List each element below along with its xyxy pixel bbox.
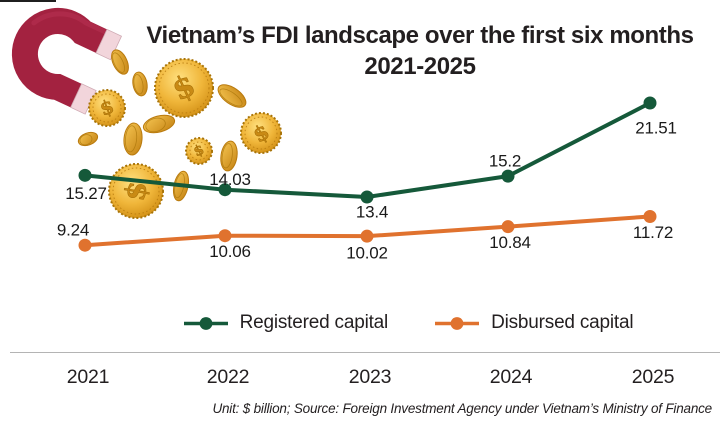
gold-coin-edge-icon: [77, 131, 99, 147]
chart-legend: Registered capital Disbursed capital: [92, 309, 724, 337]
series-registered-capital-value-label-2022: 14.03: [209, 170, 251, 189]
source-note: Unit: $ billion; Source: Foreign Investm…: [212, 401, 712, 416]
series-disbursed-capital-point-2024: [501, 220, 515, 234]
gold-coin-edge-icon: [217, 84, 247, 108]
series-registered-capital-value-label-2023: 13.4: [356, 203, 388, 222]
series-disbursed-capital-point-2023: [360, 229, 374, 243]
series-disbursed-capital-value-label-2021: 9.24: [57, 221, 89, 240]
legend-label-disbursed-capital: Disbursed capital: [491, 312, 634, 333]
x-tick-2024: 2024: [489, 366, 533, 388]
series-registered-capital-point-2024: [501, 169, 515, 183]
series-registered-capital-point-2025: [643, 96, 657, 110]
x-tick-2023: 2023: [348, 366, 392, 388]
corner-mark: [0, 0, 56, 2]
gold-coin-icon: $: [108, 163, 164, 219]
series-registered-capital-value-label-2025: 21.51: [635, 119, 677, 138]
gold-coin-icon: $: [240, 112, 282, 154]
magnet-tip-north: [95, 28, 123, 61]
magnet-body: [11, 7, 109, 109]
x-axis-labels: 2021 2022 2023 2024 2025: [0, 366, 724, 390]
x-tick-2021: 2021: [66, 366, 110, 388]
series-registered-capital-point-2021: [78, 168, 92, 182]
series-disbursed-capital: 9.24 10.06 10.02 10.84 11.72: [57, 209, 673, 263]
magnet-icon: [11, 7, 123, 115]
gold-coin-icon: $: [185, 137, 213, 165]
series-disbursed-capital-value-label-2023: 10.02: [346, 244, 388, 263]
series-registered-capital-point-2023: [360, 190, 374, 204]
series-disbursed-capital-point-2022: [218, 229, 232, 243]
legend-label-registered-capital: Registered capital: [239, 312, 389, 333]
legend-item-disbursed-capital: Disbursed capital: [434, 312, 634, 334]
chart-title: Vietnam’s FDI landscape over the first s…: [118, 20, 722, 82]
series-disbursed-capital-value-label-2024: 10.84: [489, 233, 531, 252]
gold-coin-edge-icon: [111, 49, 129, 75]
legend-item-registered-capital: Registered capital: [183, 312, 388, 334]
series-disbursed-capital-value-label-2022: 10.06: [209, 242, 251, 261]
disbursed-capital-swatch-icon: [435, 316, 480, 330]
chart-title-line1: Vietnam’s FDI landscape over the first s…: [146, 22, 694, 49]
gold-coin-edge-icon: [132, 71, 148, 97]
series-disbursed-capital-value-label-2025: 11.72: [633, 223, 673, 242]
series-disbursed-capital-point-2025: [643, 209, 657, 223]
gold-coins-decor: $ $ $ $ $: [77, 49, 282, 219]
series-disbursed-capital-point-2021: [78, 238, 92, 252]
gold-coin-edge-icon: [142, 114, 176, 134]
x-tick-2022: 2022: [206, 366, 250, 388]
gold-coin-icon: $: [88, 89, 126, 127]
series-registered-capital-value-label-2021: 15.27: [65, 184, 107, 203]
axis-divider: [10, 352, 720, 353]
series-registered-capital-value-label-2024: 15.2: [489, 152, 521, 171]
gold-coin-icon: $: [154, 58, 214, 118]
gold-coin-edge-icon: [123, 122, 143, 156]
registered-capital-swatch-icon: [183, 316, 228, 330]
magnet-highlight: [31, 11, 109, 35]
gold-coin-edge-icon: [220, 140, 238, 172]
chart-title-line2: 2021-2025: [364, 53, 476, 80]
series-registered-capital-point-2022: [218, 183, 232, 197]
x-tick-2025: 2025: [631, 366, 675, 388]
series-registered-capital: 15.27 14.03 13.4 15.2 21.51: [65, 96, 677, 222]
